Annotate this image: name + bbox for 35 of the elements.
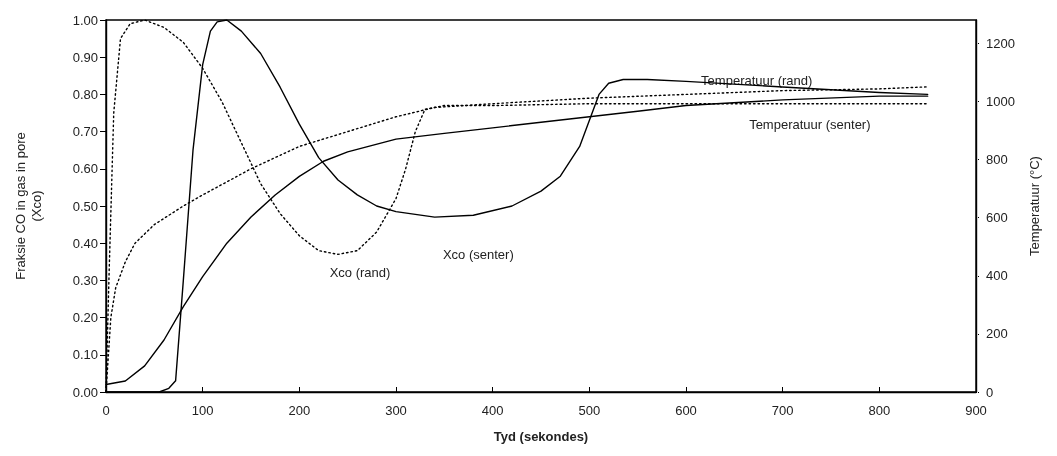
x-tick-label: 100: [191, 403, 214, 418]
y2-tick-label: 600: [986, 210, 1008, 226]
y2-tick-label: 0: [986, 384, 994, 400]
series-label: Temperatuur (senter): [749, 116, 871, 132]
y2-tick-label: 1000: [986, 93, 1015, 109]
text: Xco (senter): [442, 246, 514, 262]
y-tick-label: 0.70: [72, 124, 98, 140]
y-tick-label: 0.20: [72, 310, 98, 326]
x-tick-label: 400: [481, 403, 504, 418]
y-tick-label: 0.80: [72, 86, 98, 102]
y2-axis-title: Temperatuur (°C): [1027, 156, 1042, 256]
x-tick-label: 300: [385, 403, 407, 418]
series-label: Xco (rand): [329, 265, 391, 281]
y-tick-label: 0.40: [72, 235, 98, 251]
y2-tick-label: 200: [986, 326, 1008, 342]
x-tick-label: 200: [288, 403, 311, 418]
x-tick-label: 600: [675, 403, 697, 418]
x-tick-label: 800: [868, 403, 891, 418]
y-tick-label: 0.60: [72, 161, 98, 177]
y-tick-label: 0.50: [72, 198, 98, 214]
y-tick-label: 0.30: [72, 272, 98, 288]
y-tick-label: 0.90: [72, 49, 98, 65]
x-tick-label: 900: [965, 403, 987, 418]
y-tick-label: 1.00: [72, 12, 98, 28]
y2-tick-label: 400: [986, 268, 1008, 284]
x-axis-title: Tyd (sekondes): [493, 429, 589, 444]
y2-tick-label: 800: [986, 152, 1008, 167]
y-axis-title: Fraksie CO in gas in pore (Xco): [12, 132, 44, 280]
x-tick-label: 0: [102, 403, 110, 418]
x-tick-label: 700: [771, 403, 794, 418]
x-tick-label: 500: [578, 403, 601, 418]
y-tick-label: 0.10: [72, 347, 98, 363]
y-tick-label: 0.00: [72, 384, 98, 400]
series-label: Temperatuur (rand): [701, 72, 813, 88]
y2-tick-label: 1200: [986, 35, 1015, 51]
